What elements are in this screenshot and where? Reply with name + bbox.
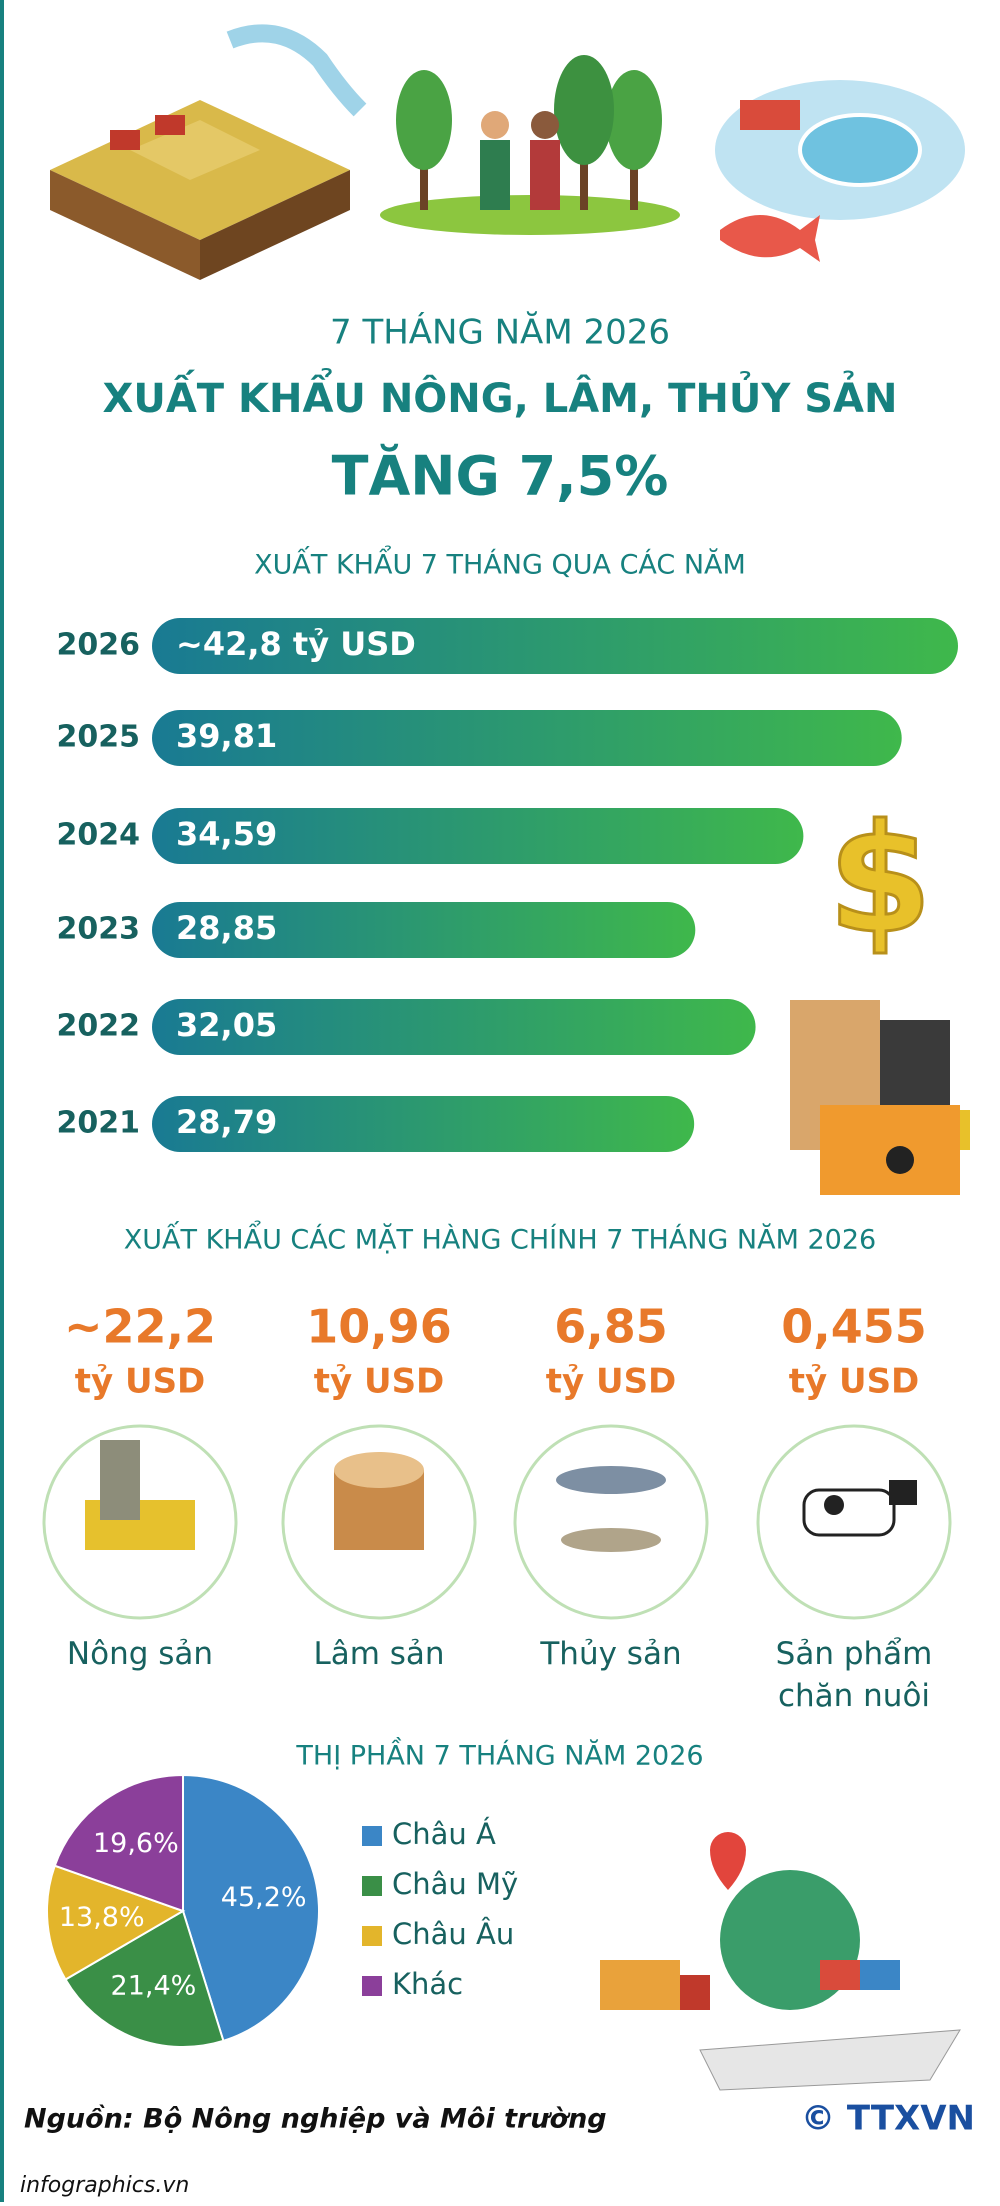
year-label: 2023 <box>57 912 141 947</box>
bar <box>152 618 958 674</box>
bar-value-label: 34,59 <box>176 815 277 853</box>
pie-value-label: 21,4% <box>111 1971 197 2002</box>
bar-value-label: ~42,8 tỷ USD <box>176 625 416 663</box>
icon <box>889 1480 917 1505</box>
year-label: 2025 <box>57 720 141 755</box>
pie-value-label: 13,8% <box>59 1902 145 1933</box>
bar <box>152 710 902 766</box>
product-name: Sản phẩm chăn nuôi <box>776 1636 933 1714</box>
icon <box>100 1440 140 1520</box>
product-circle <box>513 1424 709 1620</box>
products-title: XUẤT KHẨU CÁC MẶT HÀNG CHÍNH 7 THÁNG NĂM… <box>124 1221 876 1256</box>
pie-slice <box>46 1864 186 1981</box>
highlight: TĂNG 7,5% <box>332 445 669 508</box>
product-value: 0,455 <box>781 1300 927 1354</box>
legend-swatch <box>362 1976 382 1996</box>
farmers-illustration <box>380 55 680 235</box>
bar-value-label: 28,79 <box>176 1103 277 1141</box>
subtitle: 7 THÁNG NĂM 2026 <box>330 312 670 353</box>
site: infographics.vn <box>20 2173 189 2198</box>
product-value: ~22,2 <box>64 1300 216 1354</box>
bar <box>152 1096 695 1152</box>
year-label: 2021 <box>57 1106 141 1141</box>
icon <box>556 1466 666 1494</box>
product-value: 6,85 <box>554 1300 668 1354</box>
bar-value-label: 28,85 <box>176 909 277 947</box>
legend-label: Khác <box>392 1967 463 2001</box>
product-unit: tỷ USD <box>546 1362 677 1402</box>
icon <box>802 1488 896 1537</box>
legend-label: Châu Âu <box>392 1917 514 1951</box>
product-unit: tỷ USD <box>75 1362 206 1402</box>
product-name: Lâm sản <box>313 1636 444 1672</box>
bar-value-label: 39,81 <box>176 717 277 755</box>
bar-chart-title: XUẤT KHẨU 7 THÁNG QUA CÁC NĂM <box>254 546 746 581</box>
pie-slice <box>53 1773 184 1913</box>
product-unit: tỷ USD <box>789 1362 920 1402</box>
money-illustration: $ <box>790 792 970 1195</box>
bar <box>152 999 756 1055</box>
pie-value-label: 45,2% <box>221 1882 307 1913</box>
pie-slice <box>182 1773 320 2043</box>
fishery-illustration <box>715 80 965 262</box>
bar-chart: 2026 ~42,8 tỷ USD 2025 39,81 2024 34,59 2023 28… <box>57 618 958 1152</box>
logo: © TTXVN <box>801 2099 975 2139</box>
bar <box>152 808 804 864</box>
legend-swatch <box>362 1926 382 1946</box>
legend-label: Châu Á <box>392 1817 496 1851</box>
legend-swatch <box>362 1826 382 1846</box>
pie-value-label: 19,6% <box>93 1828 179 1859</box>
left-border <box>0 0 4 2202</box>
farm-illustration <box>50 24 367 280</box>
title: XUẤT KHẨU NÔNG, LÂM, THỦY SẢN <box>103 367 898 422</box>
product-value: 10,96 <box>306 1300 452 1354</box>
icon <box>824 1495 844 1515</box>
bar-value-label: 32,05 <box>176 1006 277 1044</box>
bar <box>152 902 696 958</box>
icon <box>561 1528 661 1552</box>
pie-slice <box>64 1909 225 2048</box>
product-unit: tỷ USD <box>314 1362 445 1402</box>
product-name: Thủy sản <box>539 1636 681 1672</box>
product-name: Nông sản <box>67 1636 213 1672</box>
icon <box>334 1452 424 1488</box>
source: Nguồn: Bộ Nông nghiệp và Môi trường <box>24 2104 607 2135</box>
pie-chart-title: THỊ PHẦN 7 THÁNG NĂM 2026 <box>295 1737 703 1772</box>
svg-text:$: $ <box>828 793 932 967</box>
pie-chart: 45,2% Châu Á 21,4% Châu Mỹ 13,8% Châu Âu 19,6%… <box>46 1773 518 2048</box>
year-label: 2022 <box>57 1009 141 1044</box>
logistics-illustration <box>600 1832 961 2091</box>
year-label: 2024 <box>57 818 141 853</box>
legend-label: Châu Mỹ <box>392 1867 518 1901</box>
legend-swatch <box>362 1876 382 1896</box>
year-label: 2026 <box>57 628 141 663</box>
products: ~22,2 tỷ USD Nông sản 10,96 tỷ USD Lâm sản 6,8… <box>42 1300 952 1714</box>
